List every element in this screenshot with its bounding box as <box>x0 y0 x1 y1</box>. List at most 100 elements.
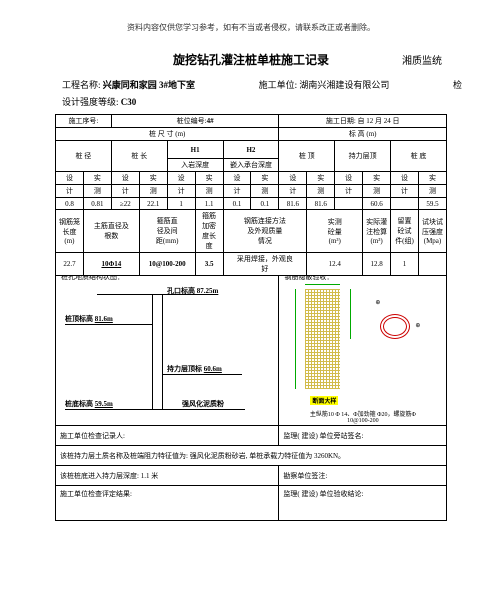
c: 0.81 <box>83 198 111 210</box>
cell-top: 桩 顶 <box>279 141 335 172</box>
c: 测 <box>363 185 391 198</box>
c: 设 <box>56 172 84 185</box>
notes4-l: 施工单位检查评定结果: <box>56 486 279 521</box>
c: 试块试 压强度 (Mpa) <box>418 210 446 253</box>
c: 主筋直径及 根数 <box>83 210 139 253</box>
cell-h1: H1 <box>167 141 223 159</box>
c: 60.6 <box>363 198 391 210</box>
cell-elev-header: 标 高 (m) <box>279 128 447 141</box>
rebar-legend: 主纵筋10 Φ 14、Φ加劲箍 Φ20，螺旋筋Φ 10@100-200 <box>285 409 440 424</box>
c: 计 <box>56 185 84 198</box>
c: 测 <box>307 185 335 198</box>
cell-date: 施工日期: 自 12 月 24 日 <box>279 115 447 128</box>
notes1-l: 施工单位检查记录人: <box>56 426 279 446</box>
c: 设 <box>279 172 307 185</box>
notes2: 该桩持力层土质名称及桩端阻力特征值为: 强风化泥质粉砂岩, 单桩承载力特征值为 … <box>56 446 447 466</box>
rebar-section: 钢筋隐蔽验收： ⊕ ⊕ 断面大样 主纵筋10 Φ 14、Φ加劲箍 Φ20，螺旋筋… <box>279 276 447 426</box>
c: 12.4 <box>307 253 363 276</box>
cell-dia: 桩 径 <box>56 141 112 172</box>
grade-label: 设计强度等级: <box>62 97 119 107</box>
c: 81.6 <box>307 198 335 210</box>
proj-name: 兴康同和家园 3#地下室 <box>103 80 195 90</box>
cell-h1b: 入岩深度 <box>167 159 223 172</box>
c: 采用焊接，外观良 好 <box>223 253 307 276</box>
cell-h2: H2 <box>223 141 279 159</box>
c: 实 <box>251 172 279 185</box>
meta-row: 工程名称: 兴康同和家园 3#地下室 施工单位: 湖南兴湘建设有限公司 检 <box>0 68 502 91</box>
c: 81.6 <box>279 198 307 210</box>
c: 计 <box>223 185 251 198</box>
c: 1 <box>167 198 195 210</box>
cell-len: 桩 长 <box>111 141 167 172</box>
c: 实测 砼量 (m³) <box>307 210 363 253</box>
c: 实 <box>83 172 111 185</box>
c: 12.8 <box>363 253 391 276</box>
unit-label: 施工单位: <box>259 80 298 90</box>
c: 设 <box>335 172 363 185</box>
cell-h2b: 嵌入承台深度 <box>223 159 279 172</box>
main-table: 施工序号: 桩位编号:4# 施工日期: 自 12 月 24 日 桩 尺 寸 (m… <box>55 114 447 521</box>
c: 实 <box>418 172 446 185</box>
sub-id: 湘质监统 <box>402 52 442 67</box>
c: 22.7 <box>56 253 84 276</box>
grade-value: C30 <box>121 97 137 107</box>
cell-seq-label: 施工序号: <box>56 115 112 128</box>
c: 测 <box>418 185 446 198</box>
c: 实 <box>363 172 391 185</box>
notes3-r: 勘察单位签注: <box>279 466 447 486</box>
notes1-r: 监理( 建设) 单位旁站签名: <box>279 426 447 446</box>
disclaimer-text: 资料内容仅供您学习参考，如有不当或者侵权，请联系改正或者删除。 <box>0 0 502 33</box>
section-label: 断面大样 <box>310 396 338 405</box>
c: ≥22 <box>111 198 139 210</box>
title-row: 旋挖钻孔灌注桩单桩施工记录 湘质监统 <box>0 33 502 68</box>
c: 实 <box>307 172 335 185</box>
c: 计 <box>279 185 307 198</box>
c: 箍筋 加密 度长 度 <box>195 210 223 253</box>
rebar-diagram: ⊕ ⊕ 断面大样 主纵筋10 Φ 14、Φ加劲箍 Φ20，螺旋筋Φ 10@100… <box>280 284 445 426</box>
c: 测 <box>139 185 167 198</box>
proj-label: 工程名称: <box>62 80 101 90</box>
geo-section: 桩孔地质结构状图： 孔口标高 87.25m 桩顶标高 81.6m 持力层顶标 6… <box>56 276 279 426</box>
geo-diagram: 孔口标高 87.25m 桩顶标高 81.6m 持力层顶标 60.6m 桩底标高 … <box>57 284 277 426</box>
c: 3.5 <box>195 253 223 276</box>
grade-row: 设计强度等级: C30 <box>0 91 502 112</box>
c: 实际灌 注检算 (m³) <box>363 210 391 253</box>
c: 计 <box>391 185 419 198</box>
c <box>418 253 446 276</box>
c: 22.1 <box>139 198 167 210</box>
c: 设 <box>223 172 251 185</box>
c: 留置 砼试 件(组) <box>391 210 419 253</box>
cell-pile-no: 桩位编号:4# <box>111 115 279 128</box>
cell-bot: 桩 底 <box>391 141 447 172</box>
geo-title: 桩孔地质结构状图： <box>57 276 277 285</box>
c: 设 <box>167 172 195 185</box>
check-label: 检 <box>453 78 462 91</box>
c <box>335 198 363 210</box>
c: 0.1 <box>223 198 251 210</box>
cell-dims-header: 桩 尺 寸 (m) <box>56 128 279 141</box>
notes3-l: 该桩桩底进入持力层深度: 1.1 米 <box>56 466 279 486</box>
c: 测 <box>83 185 111 198</box>
c: 实 <box>195 172 223 185</box>
c: 测 <box>251 185 279 198</box>
c: 钢筋连接方法 及外观质量 情况 <box>223 210 307 253</box>
c: 钢筋笼 长度 (m) <box>56 210 84 253</box>
c: 箍筋直 径及间 距(mm) <box>139 210 195 253</box>
main-title: 旋挖钻孔灌注桩单桩施工记录 <box>60 51 402 68</box>
c: 0.1 <box>251 198 279 210</box>
c: 测 <box>195 185 223 198</box>
c: 59.5 <box>418 198 446 210</box>
notes4-r: 监理( 建设) 单位验收结论: <box>279 486 447 521</box>
c: 设 <box>391 172 419 185</box>
c: 设 <box>111 172 139 185</box>
c: 计 <box>167 185 195 198</box>
c: 计 <box>111 185 139 198</box>
c: 1 <box>391 253 419 276</box>
c <box>391 198 419 210</box>
cell-bear: 持力层顶 <box>335 141 391 172</box>
unit-name: 湖南兴湘建设有限公司 <box>299 80 389 90</box>
c: 1.1 <box>195 198 223 210</box>
c: 10Φ14 <box>83 253 139 276</box>
c: 计 <box>335 185 363 198</box>
c: 实 <box>139 172 167 185</box>
